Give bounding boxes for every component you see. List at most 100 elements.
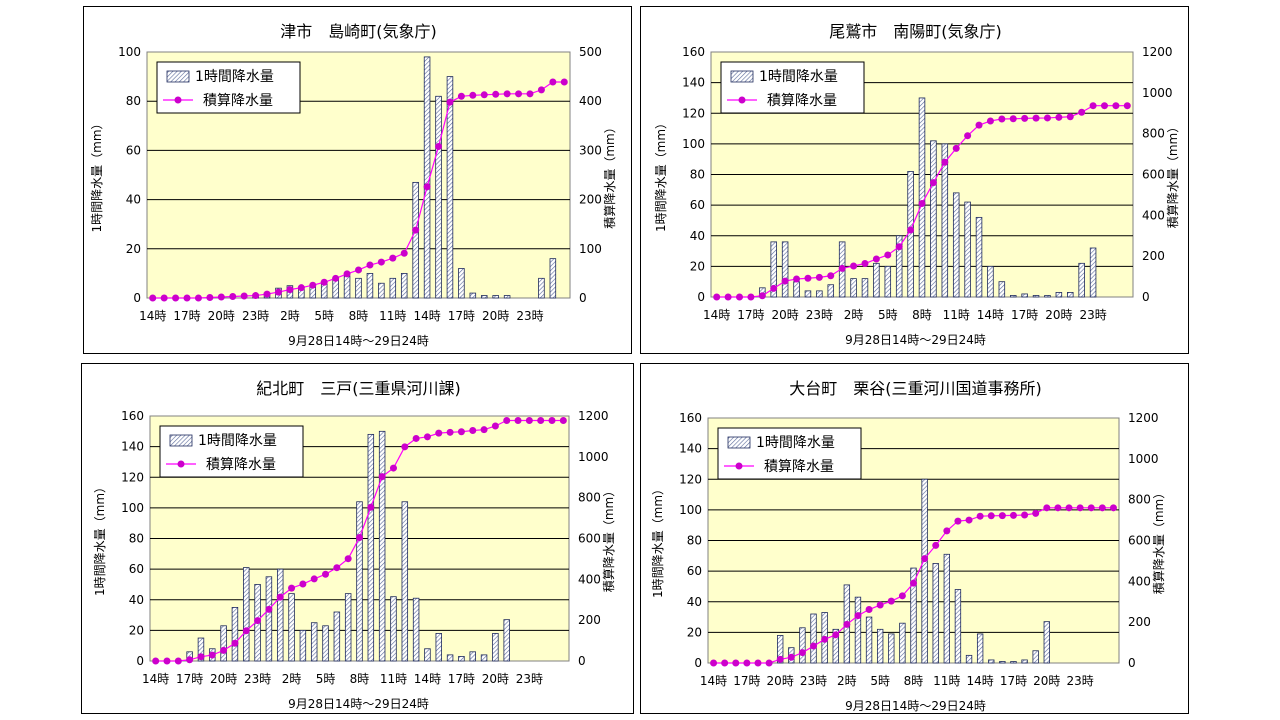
hourly-bar [976, 633, 984, 664]
cumulative-point [297, 284, 305, 292]
cumulative-point [152, 657, 160, 665]
legend-line-marker [174, 96, 182, 104]
hourly-bar [1021, 659, 1028, 664]
x-tick-label: 2時 [282, 672, 302, 686]
x-tick-label: 20時 [767, 674, 794, 688]
x-axis-label: 9月28日14時～29日24時 [845, 699, 986, 713]
cumulative-point [1032, 509, 1040, 517]
left-tick-label: 80 [126, 94, 141, 108]
hourly-bar [1055, 292, 1063, 298]
cumulative-point [910, 579, 917, 587]
left-tick-label: 0 [694, 656, 702, 670]
hourly-bar [446, 76, 454, 299]
right-tick-label: 400 [578, 572, 601, 586]
cumulative-point [252, 292, 260, 300]
cumulative-point [952, 144, 960, 152]
hourly-bar [895, 235, 903, 298]
x-tick-label: 23時 [516, 309, 543, 323]
cumulative-point [781, 277, 789, 285]
hourly-bar [799, 627, 806, 664]
right-tick-label: 0 [1142, 290, 1150, 304]
left-axis-title: 1時間降水量（mm） [90, 117, 104, 232]
x-tick-label: 2時 [280, 309, 300, 323]
x-tick-label: 5時 [878, 308, 898, 322]
x-tick-label: 2時 [837, 674, 857, 688]
hourly-bar [538, 277, 545, 299]
left-tick-label: 100 [679, 503, 702, 517]
legend-line-label: 積算降水量 [767, 93, 837, 109]
legend-bar-swatch [730, 70, 754, 83]
cumulative-point [776, 655, 784, 663]
legend-bar-swatch [169, 434, 193, 447]
cumulative-point [377, 258, 385, 266]
x-tick-label: 20時 [1045, 308, 1072, 322]
left-tick-label: 140 [679, 442, 702, 456]
cumulative-point [491, 422, 499, 430]
hourly-bar [310, 622, 318, 662]
cumulative-point [401, 443, 409, 451]
cumulative-point [263, 290, 271, 298]
left-tick-label: 100 [118, 45, 141, 59]
cumulative-point [206, 294, 214, 302]
x-tick-label: 14時 [413, 309, 440, 323]
hourly-bar [243, 567, 250, 662]
hourly-bar [469, 651, 476, 662]
hourly-bar [943, 553, 951, 664]
cumulative-point [770, 284, 778, 292]
cumulative-point [827, 272, 835, 280]
cumulative-point [838, 264, 846, 272]
x-tick-label: 2時 [844, 308, 864, 322]
right-tick-label: 400 [1128, 574, 1151, 588]
cumulative-point [843, 620, 851, 628]
cumulative-point [965, 516, 973, 524]
hourly-bar [231, 607, 239, 662]
left-tick-label: 80 [129, 532, 144, 546]
right-tick-label: 300 [579, 143, 602, 157]
cumulative-point [998, 115, 1006, 123]
x-tick-label: 8時 [350, 672, 370, 686]
x-tick-label: 17時 [173, 309, 200, 323]
cumulative-point [1043, 114, 1051, 122]
legend-line-label: 積算降水量 [206, 457, 276, 473]
left-tick-label: 160 [679, 411, 702, 425]
cumulative-point [412, 226, 420, 234]
x-tick-label: 20時 [482, 672, 509, 686]
hourly-bar [827, 284, 835, 298]
x-tick-label: 8時 [904, 674, 924, 688]
x-tick-label: 14時 [703, 308, 730, 322]
x-tick-label: 5時 [316, 672, 336, 686]
legend-bar-label: 1時間降水量 [756, 435, 835, 451]
hourly-bar [907, 171, 914, 298]
hourly-bar [999, 661, 1006, 664]
right-tick-label: 800 [1128, 493, 1151, 507]
cumulative-point [743, 659, 751, 667]
cumulative-point [710, 659, 718, 667]
hourly-bar [458, 268, 465, 299]
cumulative-point [895, 243, 903, 251]
cumulative-point [976, 512, 984, 520]
hourly-bar [423, 56, 431, 299]
hourly-bar [975, 216, 983, 298]
x-tick-label: 20時 [210, 672, 237, 686]
hourly-bar [492, 295, 499, 299]
cumulative-point [1123, 102, 1131, 110]
hourly-bar [899, 622, 906, 664]
cumulative-point [1009, 511, 1017, 519]
hourly-bar [810, 613, 817, 664]
x-tick-label: 14時 [142, 672, 169, 686]
right-tick-label: 200 [579, 193, 602, 207]
cumulative-point [1021, 511, 1029, 519]
cumulative-point [921, 555, 929, 563]
cumulative-point [943, 527, 951, 535]
hourly-bar [378, 430, 386, 662]
x-tick-label: 23時 [242, 309, 269, 323]
right-tick-label: 1000 [1142, 86, 1173, 100]
cumulative-point [412, 434, 420, 442]
legend-box [717, 427, 862, 480]
cumulative-point [299, 580, 307, 588]
hourly-bar [884, 265, 892, 298]
hourly-bar [910, 567, 917, 664]
cumulative-point [149, 294, 157, 302]
hourly-bar [964, 201, 971, 298]
right-tick-label: 800 [1142, 127, 1165, 141]
